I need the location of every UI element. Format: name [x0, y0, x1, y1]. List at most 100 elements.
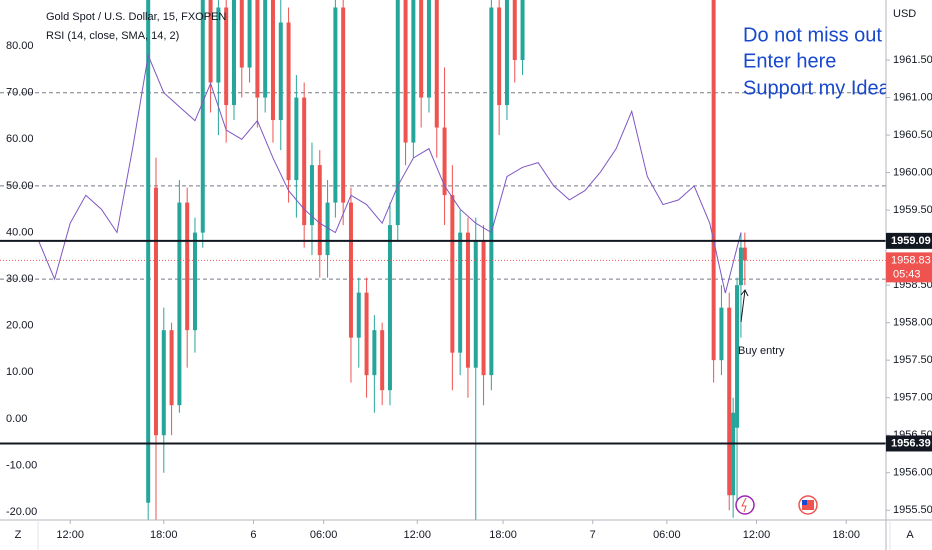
price-tick-label: 1957.50 [893, 354, 932, 366]
time-tick-label: 18:00 [489, 529, 517, 541]
candle-body [380, 330, 385, 391]
rsi-tick-label: -10.00 [6, 459, 37, 471]
candle-body [426, 0, 431, 98]
price-label: 1959.09 [891, 235, 931, 247]
candle-body [411, 0, 416, 143]
time-tick-label: 12:00 [403, 529, 431, 541]
candle-body [239, 0, 244, 68]
candle-body [161, 330, 166, 436]
candle-body [364, 292, 369, 376]
auto-button[interactable]: Z [15, 529, 22, 541]
candle-body [278, 22, 283, 121]
candle-body [224, 7, 229, 106]
candle-body [458, 232, 463, 353]
text-box-line: Do not miss out on [743, 24, 910, 46]
candle-body [317, 165, 322, 256]
candle-body [403, 0, 408, 143]
candle-body [270, 0, 275, 121]
event-icon-glyph [802, 500, 807, 505]
candle-body [263, 0, 268, 98]
rsi-line [38, 53, 742, 294]
candle-body [497, 7, 502, 106]
time-tick-label: 12:00 [743, 529, 771, 541]
candle-body [450, 195, 455, 353]
candle-body [504, 0, 509, 106]
candle-body [333, 7, 338, 203]
rsi-tick-label: 50.00 [6, 180, 34, 192]
price-tick-label: 1959.50 [893, 204, 932, 216]
candle-body [153, 187, 158, 436]
time-tick-label: 6 [250, 529, 256, 541]
text-box-line: Enter here [743, 50, 836, 72]
candle-body [348, 202, 353, 338]
candle-body [294, 97, 299, 181]
candle-body [192, 232, 197, 331]
indicator-title: RSI (14, close, SMA, 14, 2) [46, 30, 179, 42]
rsi-tick-label: 60.00 [6, 133, 34, 145]
candle-body [512, 0, 517, 61]
candle-body [146, 0, 151, 503]
rsi-tick-label: 10.00 [6, 366, 34, 378]
candle-body [434, 0, 439, 128]
legend: Gold Spot / U.S. Dollar, 15, FXOPEN RSI … [46, 11, 226, 42]
last-price-box [886, 252, 932, 283]
last-price-label: 1958.83 [891, 254, 931, 266]
annotation-arrow [740, 289, 749, 323]
candle-body [302, 97, 307, 226]
plot-area [0, 0, 886, 520]
text-box: Do not miss out on Enter here Support my… [743, 24, 910, 99]
event-icon-glyph [802, 500, 814, 510]
rsi-tick-label: 20.00 [6, 320, 34, 332]
price-tick-label: 1958.00 [893, 317, 932, 329]
candle-body [208, 0, 213, 83]
price-tick-label: 1961.50 [893, 54, 932, 66]
event-icon[interactable] [735, 495, 755, 515]
event-icon-glyph [741, 497, 747, 513]
candle-body [200, 0, 205, 233]
candle-body [231, 0, 236, 106]
candle-body [731, 412, 736, 496]
candle-body [738, 247, 743, 286]
auto-button[interactable]: A [906, 529, 914, 541]
candle-body [719, 307, 724, 361]
price-tick-label: 1957.00 [893, 392, 932, 404]
rsi-tick-label: 40.00 [6, 226, 34, 238]
price-label-box [886, 232, 932, 249]
price-tick-label: 1956.00 [893, 467, 932, 479]
time-tick-label: 18:00 [150, 529, 178, 541]
time-tick-label: 06:00 [653, 529, 681, 541]
candle-body [735, 285, 740, 428]
candle-body [473, 240, 478, 368]
price-label-box [886, 435, 932, 452]
price-label: 1956.39 [891, 437, 931, 449]
candle-body [356, 292, 361, 338]
rsi-tick-label: 30.00 [6, 273, 34, 285]
rsi-tick-label: -20.00 [6, 506, 37, 518]
currency-label: USD [893, 8, 916, 20]
candle-body [372, 330, 377, 376]
time-tick-label: 18:00 [832, 529, 860, 541]
candle-body [387, 225, 392, 391]
candle-body [442, 127, 447, 196]
price-tick-label: 1961.00 [893, 91, 932, 103]
annotation: Buy entry [738, 345, 785, 357]
candle-body [341, 7, 346, 203]
candle-body [177, 202, 182, 406]
candle-body [286, 22, 291, 181]
rsi-tick-label: 80.00 [6, 40, 34, 52]
rsi-tick-label: 0.00 [6, 413, 27, 425]
text-box-line: Support my Idea b [743, 77, 906, 99]
candle-body [711, 0, 716, 361]
candle-body [489, 7, 494, 376]
candle-body [481, 240, 486, 376]
price-tick-label: 1960.50 [893, 129, 932, 141]
candle-body [169, 330, 174, 406]
rsi-tick-label: 70.00 [6, 87, 34, 99]
time-tick-label: 7 [590, 529, 596, 541]
candle-body [247, 0, 252, 68]
candle-body [465, 232, 470, 368]
candle-body [216, 7, 221, 83]
